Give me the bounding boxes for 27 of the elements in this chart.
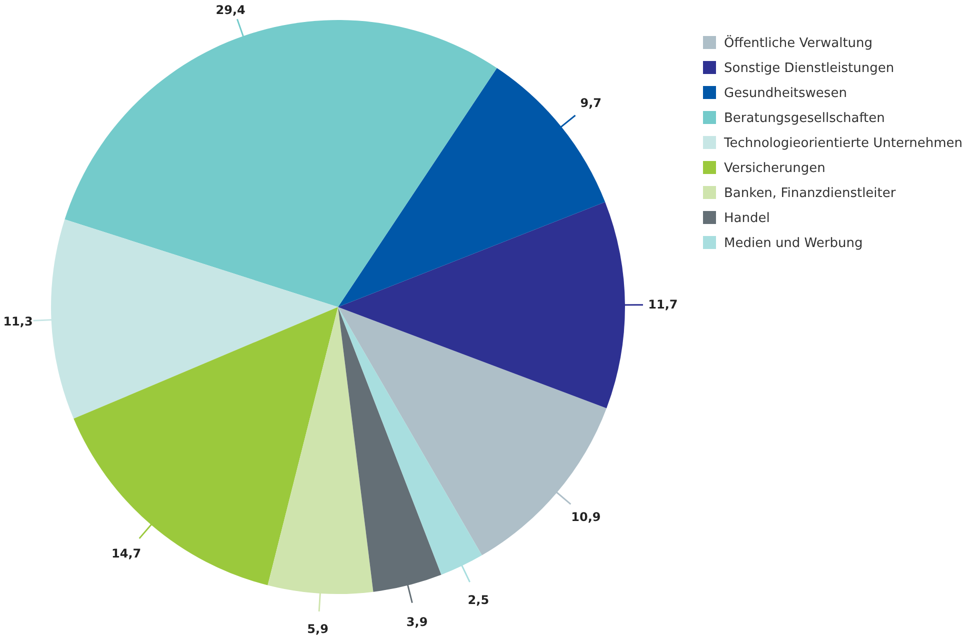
data-label: 29,4 xyxy=(216,3,246,17)
legend-label: Versicherungen xyxy=(724,161,826,176)
legend-label: Öffentliche Verwaltung xyxy=(724,35,873,51)
legend-label: Sonstige Dienstleistungen xyxy=(724,61,894,76)
data-label: 3,9 xyxy=(406,615,428,630)
legend-label: Banken, Finanzdienstleiter xyxy=(724,186,896,201)
data-label: 5,9 xyxy=(307,622,328,636)
data-label: 11,7 xyxy=(648,298,678,312)
pie-slice xyxy=(338,202,625,408)
pie-slice xyxy=(268,307,374,594)
pie-slice xyxy=(338,307,607,556)
legend-label: Technologieorientierte Unternehmen xyxy=(723,136,963,151)
pie-slice xyxy=(338,68,606,307)
data-label: 10,9 xyxy=(571,510,601,524)
pie-slice xyxy=(338,307,442,592)
data-label: 9,7 xyxy=(580,96,602,110)
pie-slice xyxy=(338,307,482,575)
legend-label: Medien und Werbung xyxy=(724,236,863,251)
legend-label: Gesundheitswesen xyxy=(724,86,847,101)
pie-slice xyxy=(74,307,338,586)
data-label: 14,7 xyxy=(112,546,142,561)
legend-label: Handel xyxy=(724,211,770,226)
data-label: 2,5 xyxy=(468,593,490,608)
pie-slice xyxy=(51,219,338,419)
legend-label: Beratungsgesellschaften xyxy=(724,111,885,126)
data-label: 11,3 xyxy=(3,314,33,329)
pie-slice xyxy=(64,20,497,307)
